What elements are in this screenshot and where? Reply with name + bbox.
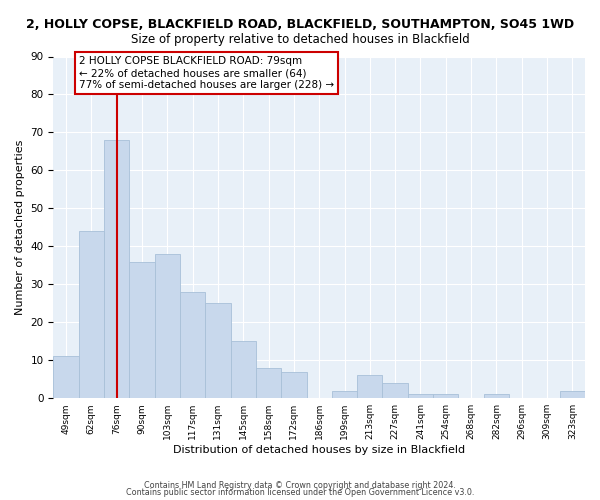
Bar <box>205 304 230 398</box>
Text: Contains public sector information licensed under the Open Government Licence v3: Contains public sector information licen… <box>126 488 474 497</box>
Y-axis label: Number of detached properties: Number of detached properties <box>15 140 25 315</box>
Bar <box>256 368 281 398</box>
Text: 2 HOLLY COPSE BLACKFIELD ROAD: 79sqm
← 22% of detached houses are smaller (64)
7: 2 HOLLY COPSE BLACKFIELD ROAD: 79sqm ← 2… <box>79 56 334 90</box>
Text: 2, HOLLY COPSE, BLACKFIELD ROAD, BLACKFIELD, SOUTHAMPTON, SO45 1WD: 2, HOLLY COPSE, BLACKFIELD ROAD, BLACKFI… <box>26 18 574 30</box>
Bar <box>79 231 104 398</box>
Bar <box>155 254 180 398</box>
Bar <box>230 342 256 398</box>
Bar <box>357 376 382 398</box>
Bar <box>281 372 307 398</box>
Bar <box>53 356 79 398</box>
Text: Size of property relative to detached houses in Blackfield: Size of property relative to detached ho… <box>131 32 469 46</box>
Bar <box>332 390 357 398</box>
Bar <box>433 394 458 398</box>
Bar <box>408 394 433 398</box>
Bar <box>382 383 408 398</box>
X-axis label: Distribution of detached houses by size in Blackfield: Distribution of detached houses by size … <box>173 445 465 455</box>
Text: Contains HM Land Registry data © Crown copyright and database right 2024.: Contains HM Land Registry data © Crown c… <box>144 480 456 490</box>
Bar <box>560 390 585 398</box>
Bar <box>484 394 509 398</box>
Bar <box>130 262 155 398</box>
Bar <box>104 140 130 398</box>
Bar <box>180 292 205 398</box>
